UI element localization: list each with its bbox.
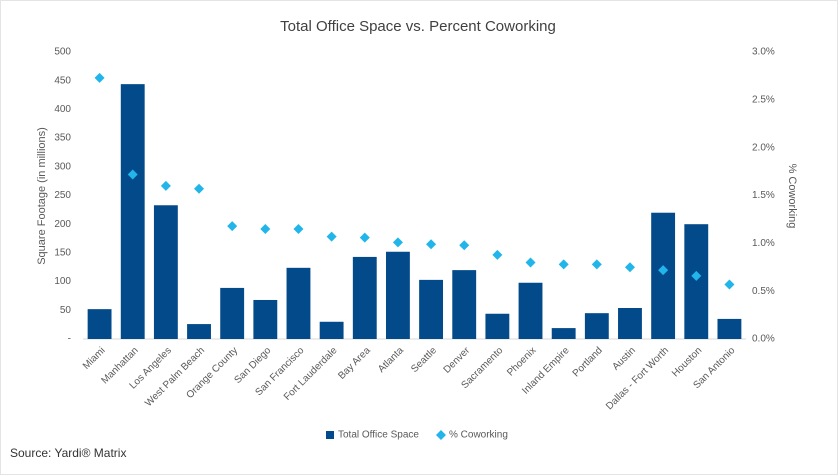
bar [120,84,145,339]
legend-label: Total Office Space [338,430,419,441]
y2-tick-label: 0.5% [752,286,775,297]
marker [426,239,437,250]
bar [518,282,543,339]
y2-tick-label: 0.0% [752,334,775,345]
marker [492,249,503,260]
bar [87,309,112,339]
bar [717,318,742,339]
y2-tick-label: 1.0% [752,238,775,249]
bar [551,328,576,339]
y-tick-label: 250 [54,190,71,201]
bar [651,212,676,339]
y2-tick-label: 1.5% [752,190,775,201]
bar [319,321,344,339]
y-tick-label: 200 [54,219,71,230]
y-tick-label: 100 [54,276,71,287]
bar [419,279,444,339]
y-tick-label: - [68,334,71,345]
y2-tick-label: 2.0% [752,142,775,153]
marker [194,183,205,194]
bar [385,251,410,339]
marker [658,265,669,276]
bar [485,313,510,339]
marker [525,257,536,268]
marker [691,270,702,281]
bar [220,287,245,339]
bar [153,205,178,339]
y-tick-label: 450 [54,75,71,86]
y-tick-label: 400 [54,104,71,115]
bar [352,256,377,339]
bar [584,313,609,339]
bar [187,324,211,339]
y2-tick-label: 3.0% [752,47,775,58]
y-axis-title: Square Footage (in millions) [36,127,48,265]
bar [618,308,642,339]
marker [326,231,337,242]
marker [94,72,105,83]
bar [684,224,709,339]
chart-title: Total Office Space vs. Percent Coworking [280,18,556,35]
marker [227,221,238,232]
marker [127,169,138,180]
y-tick-label: 150 [54,248,71,259]
bar [253,299,278,339]
legend-label: % Coworking [449,430,508,441]
legend-swatch [326,431,334,439]
marker [459,240,470,251]
y-tick-label: 500 [54,47,71,58]
marker [293,223,304,234]
y-tick-label: 350 [54,133,71,144]
legend-swatch [435,430,446,440]
y2-tick-label: 2.5% [752,94,775,105]
source-note: Source: Yardi® Matrix [10,446,126,460]
marker [160,180,171,191]
marker [724,279,735,290]
y2-axis-title: % Coworking [786,164,798,229]
marker [591,259,602,270]
marker [359,232,370,243]
y-tick-label: 300 [54,161,71,172]
marker [260,223,271,234]
marker [392,237,403,248]
bar [286,267,311,339]
y-tick-label: 50 [60,305,72,316]
marker [624,262,635,273]
marker [558,259,569,270]
bar [452,270,477,339]
